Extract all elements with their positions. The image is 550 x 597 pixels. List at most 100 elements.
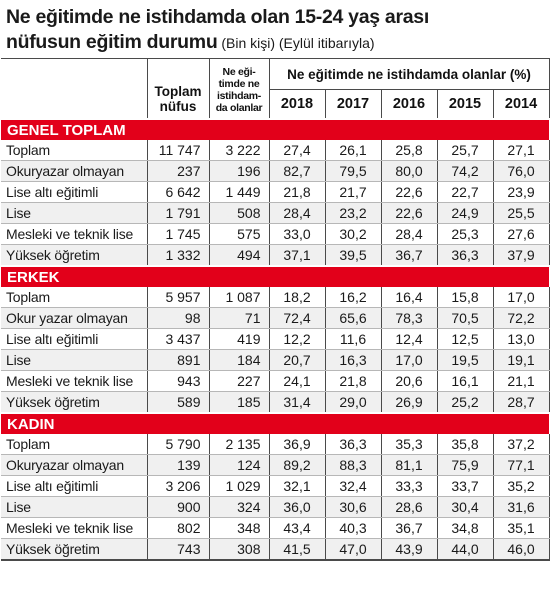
percent-cell-2018: 12,2 [268,328,325,350]
percent-cell-2016: 35,3 [380,434,437,455]
table-title: Ne eğitimde ne istihdamda olan 15-24 yaş… [0,0,550,58]
neet-count-cell: 2 135 [208,434,269,455]
table-row: Yüksek öğretim 743 308 41,5 47,0 43,9 44,0 46,0 [1,538,550,561]
row-label: Okuryazar olmayan [1,454,147,476]
percent-cell-2015: 25,2 [436,391,493,414]
percent-cell-2015: 25,3 [436,223,493,245]
row-label: Lise [1,202,147,224]
percent-cell-2015: 74,2 [436,160,493,182]
table-row: Mesleki ve teknik lise 802 348 43,4 40,3 36,7… [1,517,550,539]
percent-cell-2015: 30,4 [436,496,493,518]
percent-cell-2017: 32,4 [324,475,381,497]
row-label: Mesleki ve teknik lise [1,370,147,392]
percent-cell-2016: 43,9 [380,538,437,561]
header-neet-count: Ne eği- timde ne istihdam- da olanlar [208,58,269,119]
percent-cell-2018: 20,7 [268,349,325,371]
total-population-cell: 1 791 [146,202,209,224]
percent-cell-2014: 77,1 [492,454,550,476]
percent-cell-2018: 82,7 [268,160,325,182]
neet-count-cell: 508 [208,202,269,224]
percent-cell-2016: 78,3 [380,307,437,329]
total-population-cell: 891 [146,349,209,371]
table-row: Toplam 11 747 3 222 27,4 26,1 25,8 25,7 27,1 [1,140,550,161]
percent-cell-2016: 22,6 [380,181,437,203]
percent-cell-2014: 46,0 [492,538,550,561]
row-label: Lise [1,496,147,518]
percent-cell-2016: 28,4 [380,223,437,245]
percent-cell-2017: 88,3 [324,454,381,476]
percent-cell-2015: 16,1 [436,370,493,392]
title-subtitle: (Bin kişi) (Eylül itibarıyla) [217,35,375,51]
percent-cell-2017: 47,0 [324,538,381,561]
row-label: Okur yazar olmayan [1,307,147,329]
percent-cell-2016: 36,7 [380,517,437,539]
percent-cell-2015: 70,5 [436,307,493,329]
percent-cell-2017: 11,6 [324,328,381,350]
row-label: Yüksek öğretim [1,244,147,267]
table-row: Lise altı eğitimli 3 437 419 12,2 11,6 12,4 12… [1,328,550,350]
percent-cell-2016: 81,1 [380,454,437,476]
percent-cell-2018: 21,8 [268,181,325,203]
header-year-2016: 2016 [380,89,437,119]
header-year-2018: 2018 [268,89,325,119]
percent-cell-2017: 36,3 [324,434,381,455]
percent-cell-2017: 26,1 [324,140,381,161]
section-title: ERKEK [1,265,550,287]
percent-cell-2018: 31,4 [268,391,325,414]
header-total-population: Toplam nüfus [146,58,209,119]
neet-count-cell: 1 087 [208,287,269,308]
table-row: Okur yazar olmayan 98 71 72,4 65,6 78,3 70,5 72… [1,307,550,329]
percent-cell-2016: 16,4 [380,287,437,308]
percent-cell-2015: 12,5 [436,328,493,350]
section-header-row: GENEL TOPLAM [1,118,550,140]
row-label: Yüksek öğretim [1,391,147,414]
percent-cell-2014: 72,2 [492,307,550,329]
row-label: Lise altı eğitimli [1,181,147,203]
header-label-column [1,58,147,119]
total-population-cell: 237 [146,160,209,182]
total-population-cell: 139 [146,454,209,476]
percent-cell-2014: 37,2 [492,434,550,455]
neet-count-cell: 196 [208,160,269,182]
percent-cell-2015: 22,7 [436,181,493,203]
percent-cell-2017: 30,2 [324,223,381,245]
percent-cell-2018: 24,1 [268,370,325,392]
percent-cell-2015: 15,8 [436,287,493,308]
total-population-cell: 900 [146,496,209,518]
percent-cell-2014: 19,1 [492,349,550,371]
table-row: Yüksek öğretim 1 332 494 37,1 39,5 36,7 36,3 37… [1,244,550,267]
row-label: Okuryazar olmayan [1,160,147,182]
percent-cell-2017: 23,2 [324,202,381,224]
percent-cell-2017: 40,3 [324,517,381,539]
percent-cell-2018: 33,0 [268,223,325,245]
percent-cell-2016: 25,8 [380,140,437,161]
percent-cell-2015: 19,5 [436,349,493,371]
header-neet-percentage-group: Ne eğitimde ne istihdamda olanlar (%) [268,58,550,90]
row-label: Mesleki ve teknik lise [1,223,147,245]
row-label: Yüksek öğretim [1,538,147,561]
percent-cell-2016: 17,0 [380,349,437,371]
neet-count-cell: 3 222 [208,140,269,161]
percent-cell-2014: 28,7 [492,391,550,414]
percent-cell-2017: 65,6 [324,307,381,329]
row-label: Lise altı eğitimli [1,475,147,497]
percent-cell-2014: 21,1 [492,370,550,392]
percent-cell-2014: 27,6 [492,223,550,245]
table-row: Lise altı eğitimli 3 206 1 029 32,1 32,4 33,3… [1,475,550,497]
table-row: Mesleki ve teknik lise 1 745 575 33,0 30,2 28… [1,223,550,245]
percent-cell-2016: 33,3 [380,475,437,497]
percent-cell-2018: 18,2 [268,287,325,308]
table-row: Toplam 5 790 2 135 36,9 36,3 35,3 35,8 37,2 [1,434,550,455]
percent-cell-2015: 35,8 [436,434,493,455]
percent-cell-2014: 35,1 [492,517,550,539]
neet-count-cell: 419 [208,328,269,350]
percent-cell-2018: 43,4 [268,517,325,539]
total-population-cell: 743 [146,538,209,561]
table-row: Lise altı eğitimli 6 642 1 449 21,8 21,7 22,6… [1,181,550,203]
percent-cell-2016: 80,0 [380,160,437,182]
table-row: Lise 1 791 508 28,4 23,2 22,6 24,9 25,5 [1,202,550,224]
neet-count-cell: 227 [208,370,269,392]
neet-count-cell: 124 [208,454,269,476]
total-population-cell: 5 957 [146,287,209,308]
percent-cell-2018: 37,1 [268,244,325,267]
